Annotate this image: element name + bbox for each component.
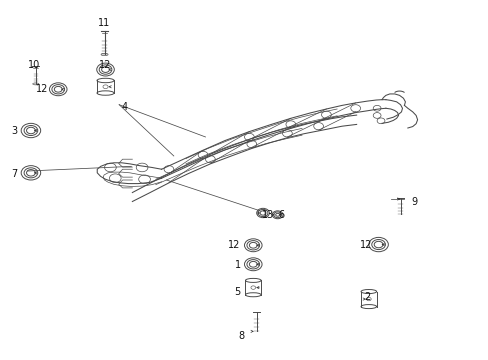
Text: 7: 7 [11,168,18,179]
Text: 12: 12 [228,240,240,250]
Text: 1: 1 [234,260,240,270]
Text: 12: 12 [99,59,111,69]
Text: 9: 9 [410,197,417,207]
Text: 8: 8 [238,331,244,341]
Text: 5: 5 [234,287,240,297]
Text: 10: 10 [28,60,40,70]
Text: 2: 2 [364,292,370,302]
Text: 11: 11 [98,18,110,28]
Text: 13: 13 [261,210,273,220]
Text: 12: 12 [359,240,371,250]
Text: 12: 12 [36,84,48,94]
Text: 3: 3 [11,126,18,135]
Text: 6: 6 [278,210,284,220]
Text: 4: 4 [122,102,127,112]
